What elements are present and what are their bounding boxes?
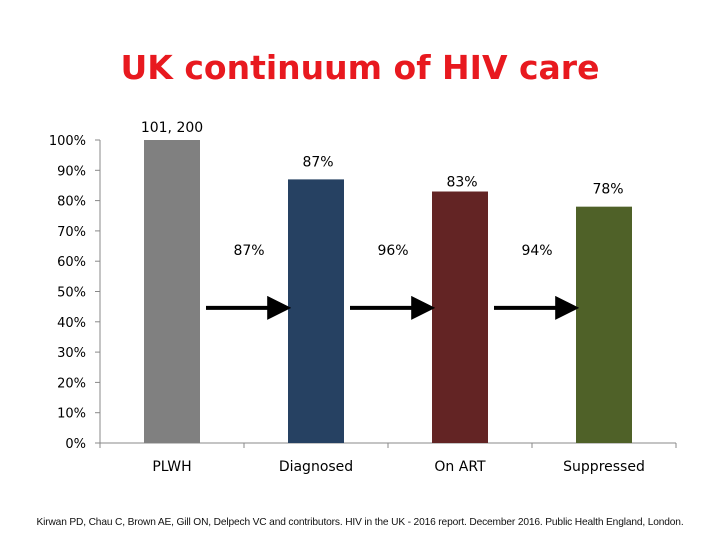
data-label: 101, 200: [141, 120, 203, 136]
y-tick-label: 40%: [57, 316, 86, 331]
transition-label: 96%: [377, 243, 408, 259]
y-tick-label: 20%: [57, 376, 86, 391]
chart-title: UK continuum of HIV care: [120, 48, 600, 87]
y-tick-label: 60%: [57, 255, 86, 270]
data-label: 78%: [592, 182, 623, 198]
arrow-layer: 87% 96% 94%: [206, 243, 580, 320]
label-layer: PLWH 101, 200 Diagnosed 87% On ART 83% Suppres…: [141, 120, 645, 475]
y-tick-label: 100%: [49, 134, 86, 149]
bar-on-art: [432, 191, 488, 443]
data-label: 83%: [446, 175, 477, 191]
transition-label: 87%: [233, 243, 264, 259]
y-tick-label: 10%: [57, 407, 86, 422]
bar-layer: [144, 140, 632, 443]
y-tick-label: 80%: [57, 195, 86, 210]
transition-label: 94%: [521, 243, 552, 259]
data-label: 87%: [302, 154, 333, 170]
citation-text: Kirwan PD, Chau C, Brown AE, Gill ON, De…: [36, 517, 684, 528]
y-tick-label: 30%: [57, 346, 86, 361]
y-tick-label: 90%: [57, 164, 86, 179]
y-tick-label: 50%: [57, 286, 86, 301]
bar-diagnosed: [288, 179, 344, 443]
x-tick-label: Diagnosed: [279, 459, 353, 475]
axis-layer: 0% 10% 20% 30% 40% 50% 60% 70% 80% 90% 100%: [49, 134, 677, 452]
y-tick-label: 0%: [65, 437, 86, 452]
x-tick-label: PLWH: [152, 459, 191, 475]
bar-plwh: [144, 140, 200, 443]
bar-suppressed: [576, 206, 632, 443]
y-tick-label: 70%: [57, 225, 86, 240]
x-tick-label: On ART: [434, 459, 486, 475]
x-tick-label: Suppressed: [563, 459, 645, 475]
